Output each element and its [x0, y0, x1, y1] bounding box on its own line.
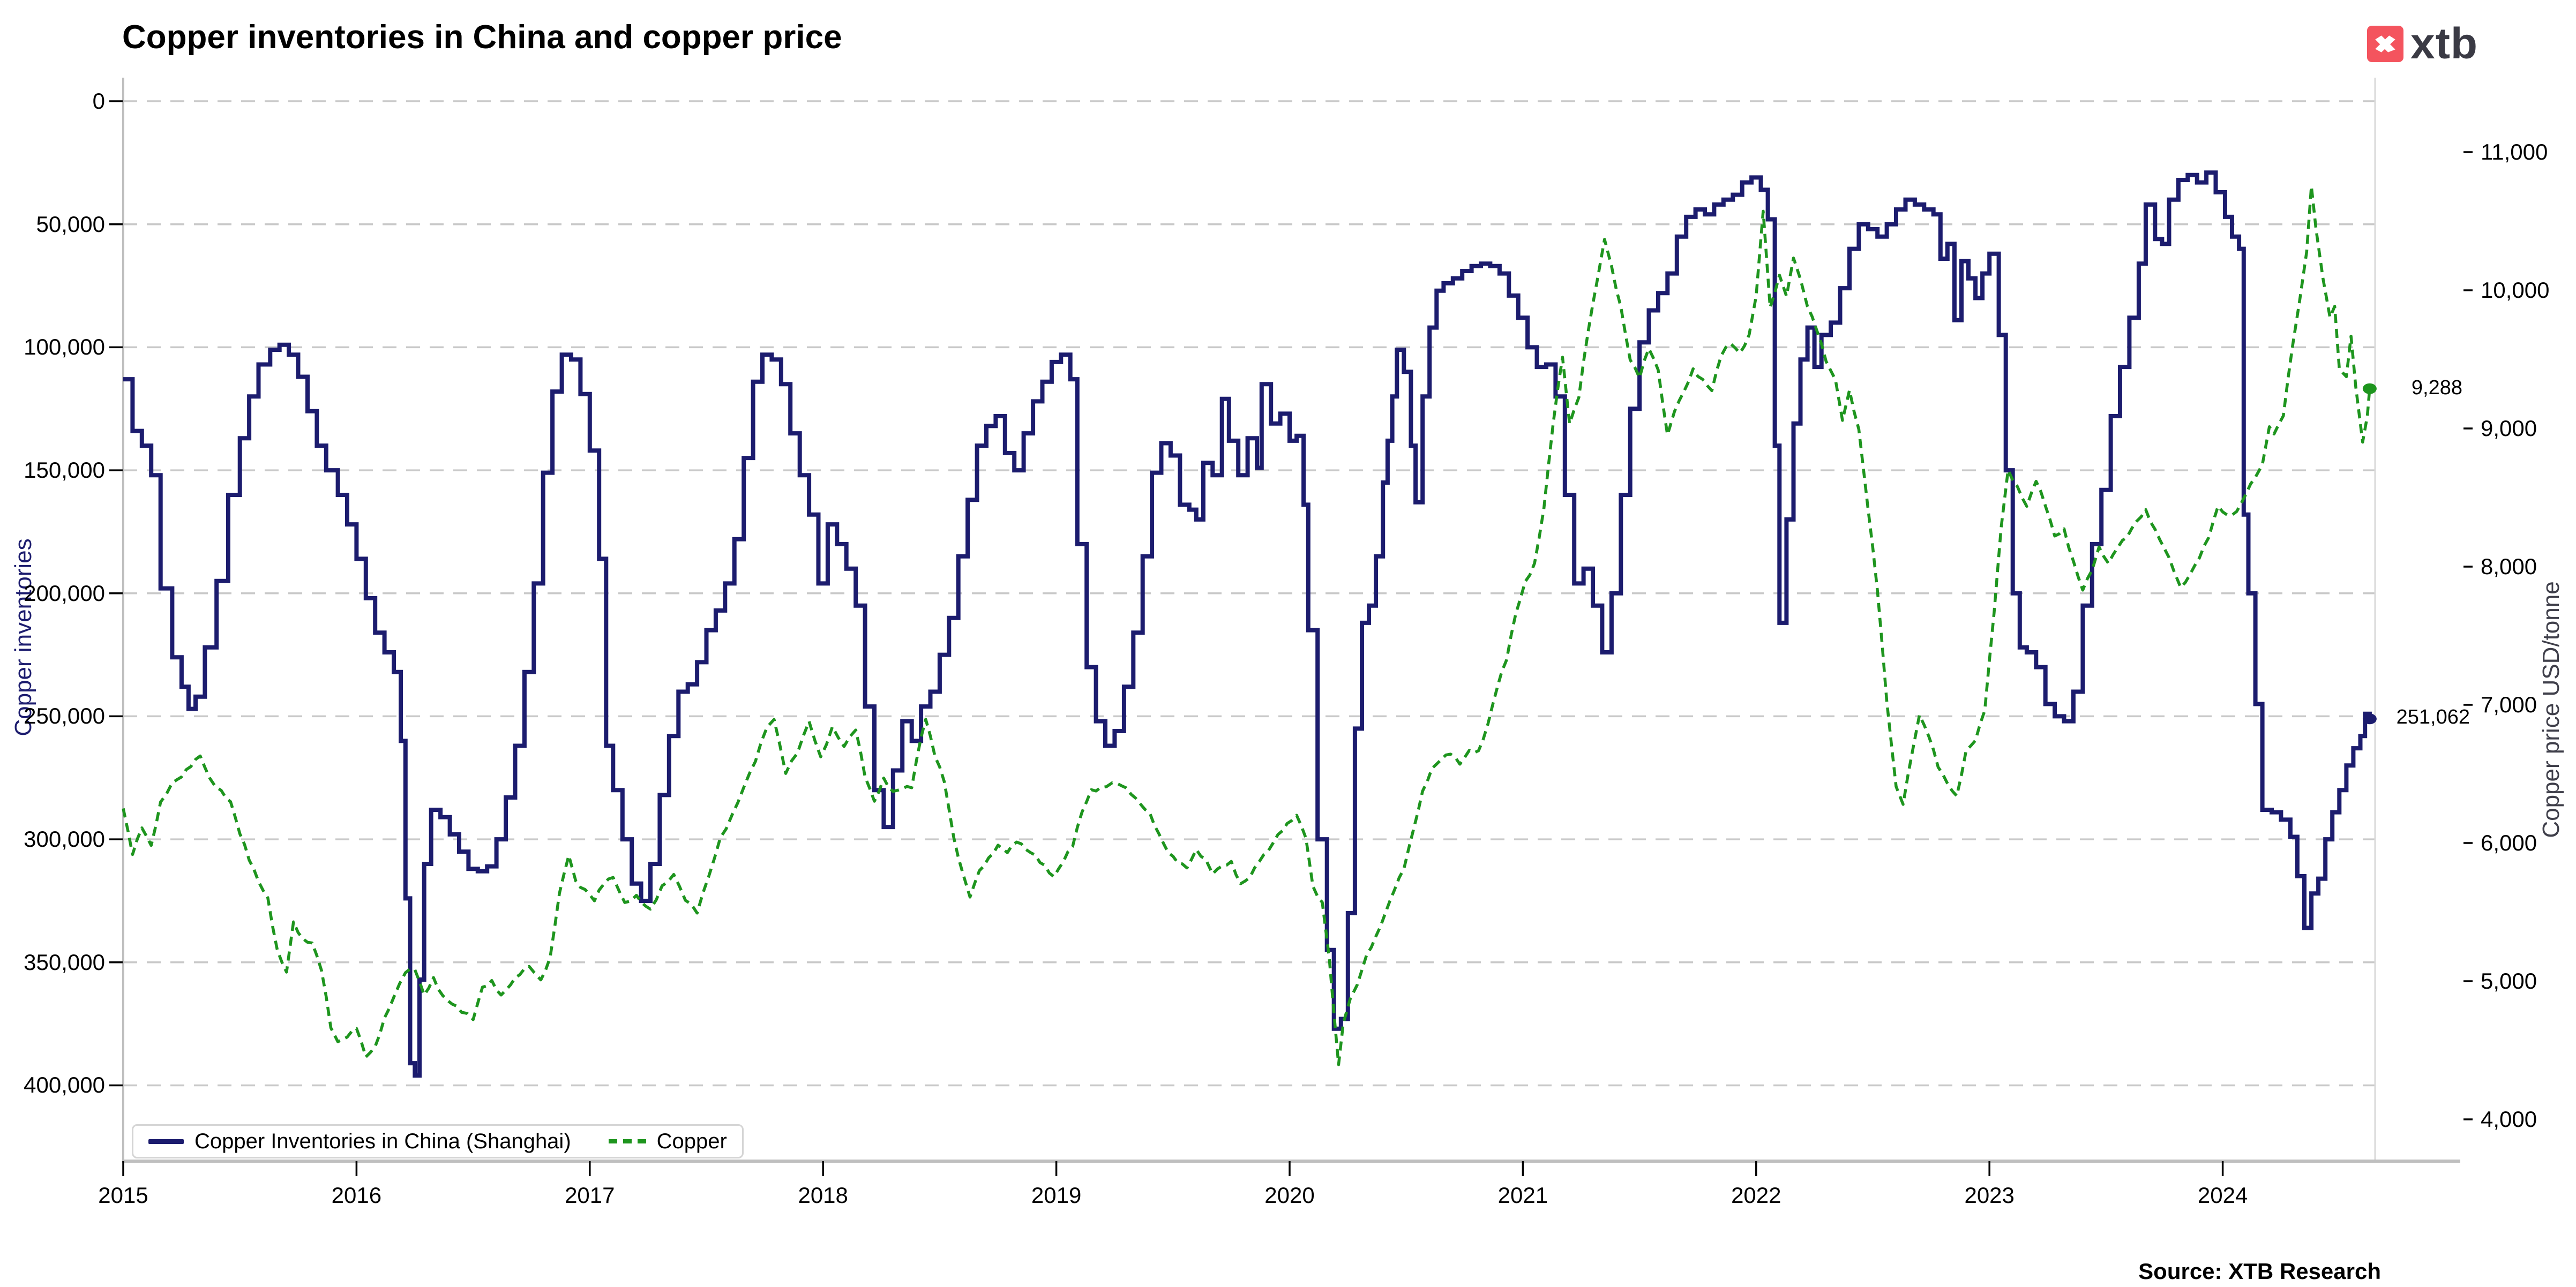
right-y-tick-label: 4,000 — [2481, 1107, 2537, 1132]
x-tick-label: 2022 — [1731, 1183, 1781, 1208]
left-y-tick-label: 0 — [92, 88, 105, 114]
xtb-logo: xtb — [2367, 19, 2478, 68]
x-tick-label: 2023 — [1964, 1183, 2015, 1208]
left-y-tick-label: 50,000 — [36, 211, 105, 237]
right-y-tick-label: 5,000 — [2481, 968, 2537, 994]
right-y-tick-label: 8,000 — [2481, 554, 2537, 579]
right-axis-title: Copper price USD/tonne — [2538, 581, 2564, 838]
x-tick-label: 2020 — [1264, 1183, 1315, 1208]
x-tick-label: 2015 — [98, 1183, 148, 1208]
x-tick-label: 2021 — [1497, 1183, 1548, 1208]
x-tick-label: 2024 — [2197, 1183, 2248, 1208]
page-title: Copper inventories in China and copper p… — [122, 19, 842, 56]
right-y-tick-label: 11,000 — [2481, 139, 2548, 164]
copper-legend-swatch — [608, 1139, 646, 1143]
x-tick-label: 2018 — [798, 1183, 848, 1208]
right-y-tick-label: 7,000 — [2481, 692, 2537, 717]
left-y-tick-label: 250,000 — [24, 703, 105, 729]
right-y-tick-label: 9,000 — [2481, 416, 2537, 441]
left-y-tick-label: 150,000 — [24, 457, 105, 483]
legend: Copper Inventories in China (Shanghai) C… — [132, 1124, 744, 1158]
xtb-logo-mark-icon — [2367, 26, 2403, 62]
left-y-tick-label: 350,000 — [24, 949, 105, 975]
x-tick-label: 2016 — [331, 1183, 382, 1208]
left-y-tick-label: 200,000 — [24, 580, 105, 606]
copper-legend-label: Copper — [656, 1129, 727, 1153]
xtb-logo-text: xtb — [2410, 19, 2478, 68]
source-note: Source: XTB Research — [2138, 1259, 2381, 1284]
right-y-tick-label: 6,000 — [2481, 830, 2537, 855]
left-y-tick-label: 300,000 — [24, 826, 105, 852]
x-tick-label: 2019 — [1031, 1183, 1082, 1208]
x-tick-label: 2017 — [565, 1183, 615, 1208]
inventory-annotation: 251,062 — [2396, 706, 2470, 728]
left-y-tick-label: 400,000 — [24, 1072, 105, 1098]
price-annotation: 9,288 — [2411, 377, 2462, 399]
inventories-legend-label: Copper Inventories in China (Shanghai) — [194, 1129, 571, 1153]
right-y-tick-label: 10,000 — [2481, 277, 2550, 303]
inventories-legend-swatch — [148, 1139, 184, 1144]
left-y-tick-label: 100,000 — [24, 334, 105, 360]
